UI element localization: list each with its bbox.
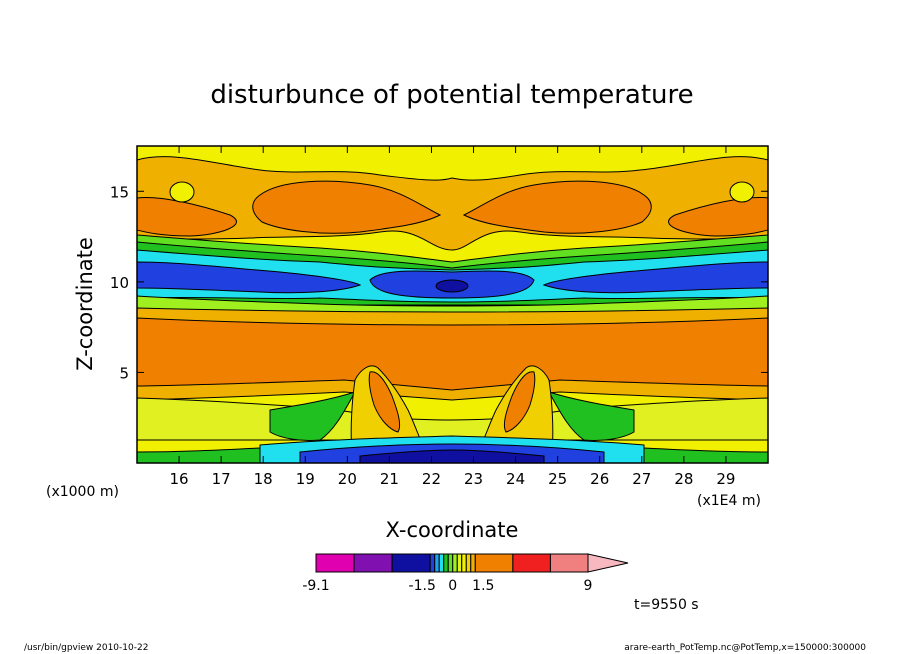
x-axis-ticks: 16 17 18 19 20 21 22 23 24 25 26 27 28 29 — [170, 146, 735, 488]
x-tick-label: 21 — [380, 470, 399, 488]
band-surface-green — [137, 447, 768, 463]
band-lower-green-left — [269, 391, 357, 441]
colorbar-label: -1.5 — [409, 578, 436, 594]
x-tick-label: 17 — [212, 470, 231, 488]
colorbar-swatch — [474, 553, 514, 573]
band-top-dark-orange-left — [252, 180, 442, 234]
plume-core-left — [368, 371, 401, 433]
y-tick-label: 10 — [110, 274, 129, 292]
y-axis-ticks: 5 10 15 — [110, 183, 768, 382]
colorbar-swatch — [470, 553, 476, 573]
x-tick-label: 27 — [632, 470, 651, 488]
heatmap-field — [137, 146, 768, 463]
y-axis-label: Z-coordinate — [73, 237, 97, 371]
chart-title: disturbunce of potential temperature — [210, 80, 693, 110]
darkblue-core — [435, 279, 469, 293]
x-tick-label: 22 — [422, 470, 441, 488]
footer-left: /usr/bin/gpview 2010-10-22 — [24, 643, 148, 653]
band-surface-darkblue — [359, 449, 545, 463]
y-tick-label: 5 — [119, 364, 129, 382]
x-tick-label: 16 — [170, 470, 189, 488]
y-unit-label: (x1000 m) — [46, 484, 119, 500]
plot-frame — [136, 145, 769, 464]
y-tick-label: 15 — [110, 183, 129, 201]
band-blue-right — [542, 261, 768, 294]
colorbar-swatch — [315, 553, 355, 573]
colorbar-swatch — [434, 553, 440, 573]
colorbar-swatch — [353, 553, 393, 573]
x-tick-label: 24 — [506, 470, 525, 488]
colorbar-label: -9.1 — [302, 578, 329, 594]
colorbar-swatch — [452, 553, 458, 573]
colorbar-swatch — [456, 553, 463, 573]
x-tick-label: 20 — [338, 470, 357, 488]
x-axis-label: X-coordinate — [386, 518, 519, 542]
band-middle-dark-orange — [137, 317, 768, 391]
x-tick-label: 25 — [548, 470, 567, 488]
colorbar-swatch — [391, 553, 431, 573]
x-tick-label: 28 — [674, 470, 693, 488]
band-top-dark-orange-edge — [668, 196, 768, 237]
colorbar-label: 1.5 — [472, 578, 494, 594]
x-tick-label: 23 — [464, 470, 483, 488]
colorbar-swatch — [438, 553, 445, 573]
x-tick-label: 26 — [590, 470, 609, 488]
colorbar-labels: -9.1 -1.5 0 1.5 9 — [302, 578, 592, 594]
colorbar-swatch — [549, 553, 589, 573]
colorbar — [315, 553, 629, 573]
x-tick-label: 19 — [296, 470, 315, 488]
colorbar-swatch — [447, 553, 454, 573]
footer-right: arare-earth_PotTemp.nc@PotTemp,x=150000:… — [624, 643, 866, 653]
band-top-dark-orange-right — [462, 180, 652, 234]
x-unit-label: (x1E4 m) — [697, 493, 761, 509]
colorbar-label: 9 — [584, 578, 593, 594]
colorbar-swatch — [512, 553, 551, 573]
colorbar-label: 0 — [448, 578, 457, 594]
yellow-spot-right — [729, 181, 755, 203]
band-lower-green-right — [547, 391, 635, 441]
yellow-spot-left — [169, 181, 195, 203]
time-label: t=9550 s — [634, 597, 699, 613]
colorbar-arrow — [587, 553, 629, 573]
plume-core-right — [503, 371, 536, 433]
colorbar-swatch — [429, 553, 436, 573]
colorbar-swatch — [443, 553, 449, 573]
x-tick-label: 18 — [254, 470, 273, 488]
colorbar-swatch — [465, 553, 472, 573]
colorbar-swatch — [461, 553, 467, 573]
band-blue-left — [137, 261, 362, 294]
x-tick-label: 29 — [716, 470, 735, 488]
